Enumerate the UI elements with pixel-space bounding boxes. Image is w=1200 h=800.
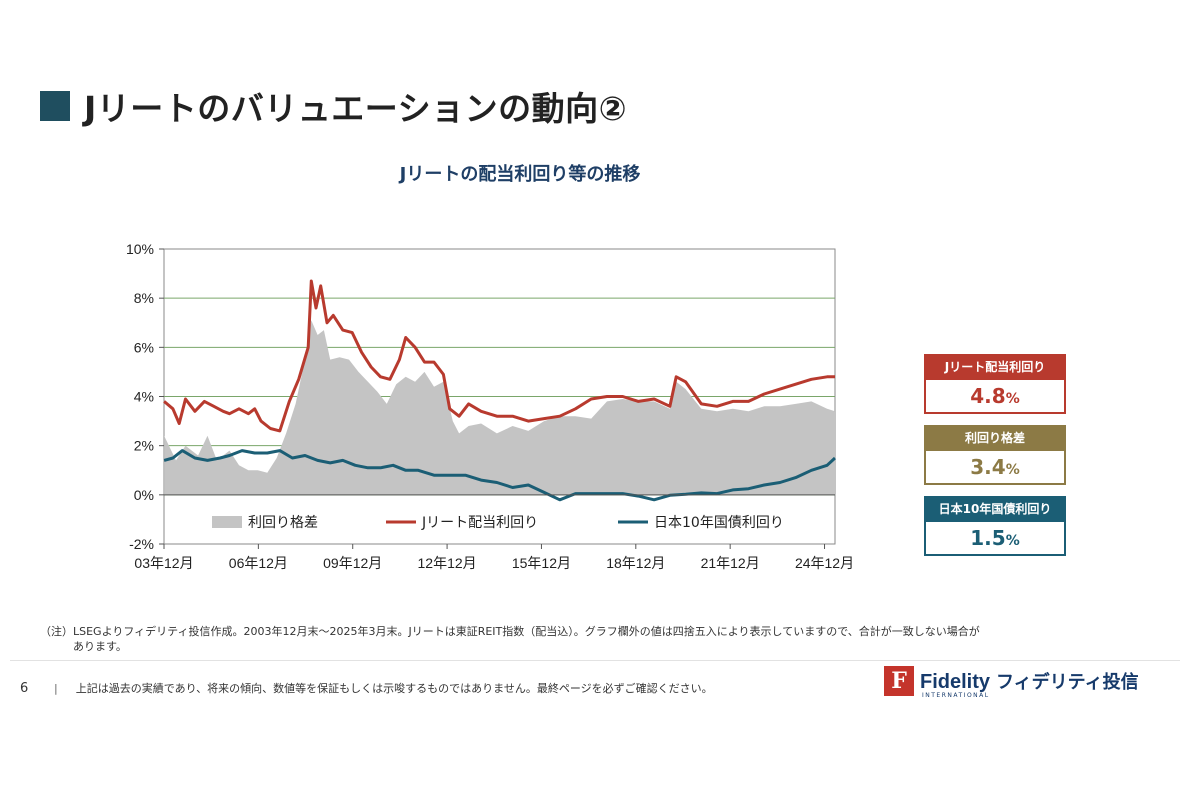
source-note-line1: （注）LSEGよりフィデリティ投信作成。2003年12月末～2025年3月末。J…: [40, 625, 980, 638]
kpi-jgb-yield: 日本10年国債利回り 1.5%: [924, 496, 1066, 556]
kpi-jgb-yield-unit: %: [1005, 533, 1020, 549]
footer-separator: |: [54, 681, 58, 695]
kpi-jgb-yield-label: 日本10年国債利回り: [924, 496, 1066, 522]
source-note-line2: あります。: [73, 640, 127, 653]
legend-jgb-label: 日本10年国債利回り: [654, 515, 784, 531]
fidelity-logo-icon: F: [884, 666, 914, 696]
kpi-jgb-yield-value: 1.5: [970, 526, 1006, 550]
footer: 6 | 上記は過去の実績であり、将来の傾向、数値等を保証もしくは示唆するものでは…: [20, 680, 713, 696]
kpi-jreit-yield-unit: %: [1005, 391, 1020, 407]
source-note: （注）LSEGよりフィデリティ投信作成。2003年12月末～2025年3月末。J…: [40, 624, 1100, 654]
y-tick-label: 2%: [134, 438, 154, 454]
logo-international: INTERNATIONAL: [922, 692, 990, 699]
kpi-jreit-yield-label: Jリート配当利回り: [924, 354, 1066, 380]
x-tick-label: 12年12月: [418, 555, 477, 571]
kpi-spread-label: 利回り格差: [924, 425, 1066, 451]
y-tick-label: 10%: [126, 241, 154, 257]
page-number: 6: [20, 680, 29, 696]
kpi-spread-value: 3.4: [970, 455, 1006, 479]
logo-words: Fidelity フィデリティ投信 INTERNATIONAL: [920, 668, 1139, 699]
x-axis: 03年12月 06年12月 09年12月 12年12月 15年12月 18年12月 21年1…: [134, 544, 854, 571]
x-tick-label: 24年12月: [795, 555, 854, 571]
y-tick-label: 6%: [134, 339, 154, 355]
kpi-jreit-yield: Jリート配当利回り 4.8%: [924, 354, 1066, 414]
kpi-jreit-yield-value-box: 4.8%: [924, 380, 1066, 414]
series-spread-area: [164, 320, 835, 495]
footer-divider: [10, 660, 1180, 661]
legend-spread-label: 利回り格差: [248, 515, 318, 531]
logo-name: Fidelity: [920, 671, 991, 693]
page-title: Jリートのバリュエーションの動向②: [40, 82, 627, 130]
yield-chart: -2% 0% 2% 4% 6% 8% 10% 03年12月 06年12月 09年12月 12年12…: [126, 241, 854, 571]
x-tick-label: 03年12月: [134, 555, 193, 571]
series-jreit-line: [163, 279, 835, 433]
title-square-icon: [40, 91, 70, 121]
x-tick-label: 15年12月: [512, 555, 571, 571]
kpi-spread: 利回り格差 3.4%: [924, 425, 1066, 485]
legend-jreit-label: Jリート配当利回り: [421, 515, 538, 531]
disclaimer: 上記は過去の実績であり、将来の傾向、数値等を保証もしくは示唆するものではありませ…: [75, 682, 713, 695]
y-tick-label: 8%: [134, 290, 154, 306]
series-jgb-line: [163, 449, 837, 502]
y-tick-label: 4%: [134, 389, 154, 405]
kpi-spread-unit: %: [1005, 462, 1020, 478]
x-tick-label: 06年12月: [229, 555, 288, 571]
kpi-spread-value-box: 3.4%: [924, 451, 1066, 485]
y-axis: -2% 0% 2% 4% 6% 8% 10%: [126, 241, 164, 552]
plot-area: [163, 248, 837, 545]
chart-title: Jリートの配当利回り等の推移: [399, 164, 641, 185]
chart-legend: 利回り格差 Jリート配当利回り 日本10年国債利回り: [212, 515, 784, 531]
y-tick-label: 0%: [134, 487, 154, 503]
fidelity-logo: F Fidelity フィデリティ投信 INTERNATIONAL: [884, 666, 1139, 699]
x-tick-label: 18年12月: [606, 555, 665, 571]
kpi-jreit-yield-value: 4.8: [970, 384, 1006, 408]
kpi-jgb-yield-value-box: 1.5%: [924, 522, 1066, 556]
x-tick-label: 09年12月: [323, 555, 382, 571]
logo-jp-name: フィデリティ投信: [996, 672, 1139, 693]
y-tick-label: -2%: [129, 536, 154, 552]
legend-spread-swatch: [212, 516, 242, 528]
x-tick-label: 21年12月: [701, 555, 760, 571]
page-title-text: Jリートのバリュエーションの動向②: [84, 89, 628, 128]
